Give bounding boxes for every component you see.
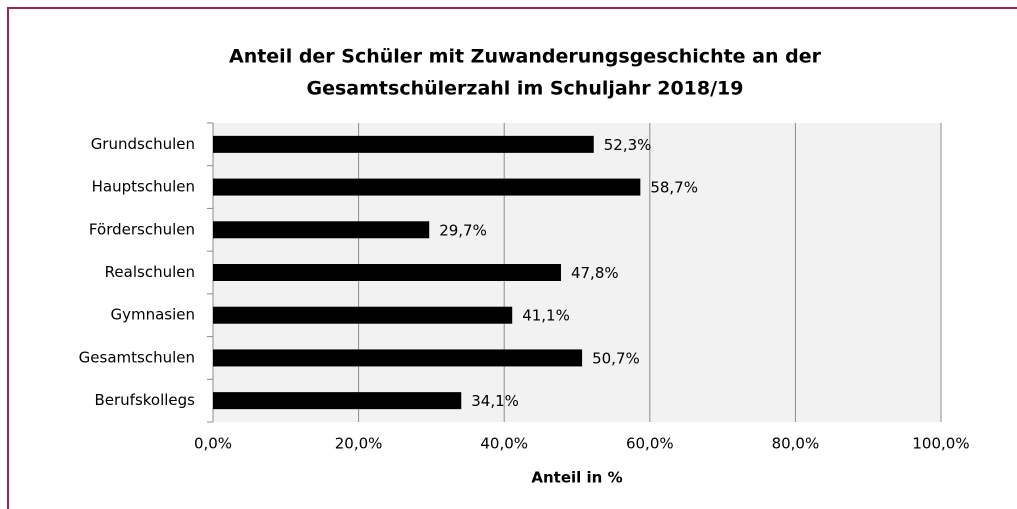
bar (213, 349, 583, 367)
y-tick-label: Förderschulen (89, 220, 195, 238)
chart-title: Anteil der Schüler mit Zuwanderungsgesch… (229, 46, 822, 68)
frame (7, 7, 1017, 509)
y-tick-label: Grundschulen (91, 135, 195, 153)
bar (213, 264, 561, 281)
x-tick-label: 80,0% (772, 435, 820, 453)
data-label: 47,8% (571, 264, 619, 282)
data-label: 52,3% (604, 136, 652, 154)
x-tick-label: 100,0% (912, 435, 969, 453)
x-tick-label: 60,0% (626, 435, 674, 453)
bar (213, 306, 513, 324)
y-tick-label: Gymnasien (110, 306, 195, 324)
data-label: 50,7% (592, 349, 640, 367)
data-label: 58,7% (650, 179, 698, 197)
bar (213, 135, 594, 153)
data-label: 29,7% (439, 221, 487, 239)
bar (213, 392, 462, 410)
x-axis-title: Anteil in % (531, 469, 622, 487)
y-tick-label: Realschulen (105, 263, 195, 281)
data-label: 34,1% (471, 392, 519, 410)
y-tick-label: Hauptschulen (92, 178, 195, 196)
data-label: 41,1% (522, 307, 570, 325)
x-tick-label: 40,0% (480, 435, 528, 453)
x-tick-label: 0,0% (194, 435, 232, 453)
chart-title: Gesamtschülerzahl im Schuljahr 2018/19 (307, 78, 744, 100)
y-tick-label: Gesamtschulen (79, 348, 195, 366)
x-tick-label: 20,0% (335, 435, 383, 453)
bar (213, 178, 641, 196)
bar (213, 221, 430, 239)
y-tick-label: Berufskollegs (94, 391, 195, 409)
